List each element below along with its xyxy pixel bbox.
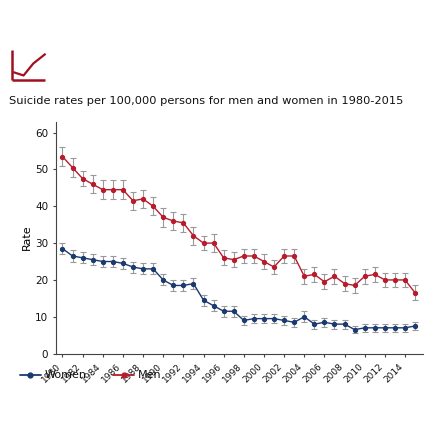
Text: FIGURE 2: FIGURE 2	[59, 55, 145, 73]
Text: Women: Women	[45, 370, 87, 380]
Text: Suicide rates per 100,000 persons for men and women in 1980-2015: Suicide rates per 100,000 persons for me…	[9, 95, 403, 106]
Y-axis label: Rate: Rate	[22, 225, 32, 250]
Text: Men: Men	[138, 370, 161, 380]
